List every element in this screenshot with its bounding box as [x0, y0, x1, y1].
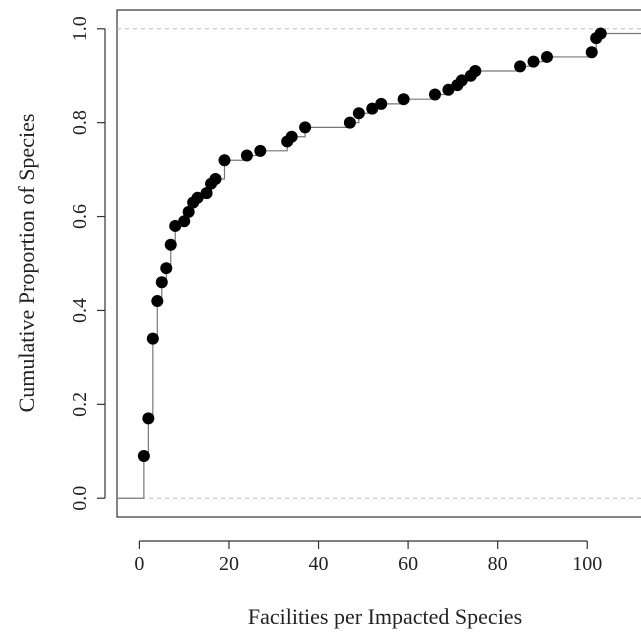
data-point-8 — [178, 215, 191, 228]
data-point-24 — [375, 97, 388, 110]
data-point-6 — [164, 238, 177, 251]
data-point-11 — [191, 191, 204, 204]
y-tick-label-4: 0.8 — [69, 110, 91, 135]
data-point-14 — [209, 173, 222, 185]
x-tick-label-2: 40 — [309, 553, 329, 575]
data-point-9 — [182, 205, 195, 218]
y-axis: 0.0 0.2 0.4 0.6 0.8 1.0 — [69, 16, 106, 511]
x-tick-label-4: 80 — [488, 553, 508, 575]
x-axis: 0 20 40 60 80 100 — [134, 540, 602, 575]
x-axis-label: Facilities per Impacted Species — [248, 604, 522, 629]
data-point-15 — [218, 154, 231, 167]
data-point-23 — [366, 102, 379, 115]
x-tick-label-1: 20 — [219, 553, 239, 575]
data-point-33 — [527, 55, 540, 68]
y-tick-label-5: 1.0 — [69, 16, 91, 41]
x-tick-label-0: 0 — [134, 553, 144, 575]
data-point-16 — [240, 149, 253, 162]
data-point-2 — [146, 332, 159, 345]
data-point-32 — [514, 60, 527, 73]
points-layer — [137, 27, 607, 462]
data-point-5 — [160, 262, 173, 275]
x-tick-label-3: 60 — [398, 553, 418, 575]
y-tick-label-1: 0.2 — [69, 392, 91, 417]
x-tick-label-5: 100 — [572, 553, 602, 575]
data-point-27 — [442, 83, 455, 96]
data-point-3 — [151, 295, 164, 308]
data-point-0 — [137, 449, 150, 462]
data-point-1 — [142, 412, 155, 425]
data-point-7 — [169, 219, 182, 232]
data-point-34 — [540, 50, 553, 63]
y-tick-label-2: 0.4 — [69, 298, 91, 323]
data-point-20 — [299, 121, 312, 134]
data-point-29 — [455, 74, 468, 87]
y-tick-label-0: 0.0 — [69, 486, 91, 511]
data-point-26 — [428, 88, 441, 101]
data-point-17 — [254, 144, 267, 157]
data-point-21 — [343, 116, 356, 129]
data-point-37 — [594, 27, 607, 40]
data-point-22 — [352, 107, 365, 120]
y-axis-label: Cumulative Proportion of Species — [14, 114, 39, 413]
data-point-25 — [397, 93, 410, 106]
data-point-31 — [469, 65, 482, 78]
data-point-4 — [155, 276, 168, 289]
plot-frame — [116, 9, 641, 518]
data-point-35 — [585, 46, 598, 59]
data-point-19 — [285, 130, 298, 143]
y-tick-label-3: 0.6 — [69, 204, 91, 229]
data-point-12 — [200, 187, 213, 200]
